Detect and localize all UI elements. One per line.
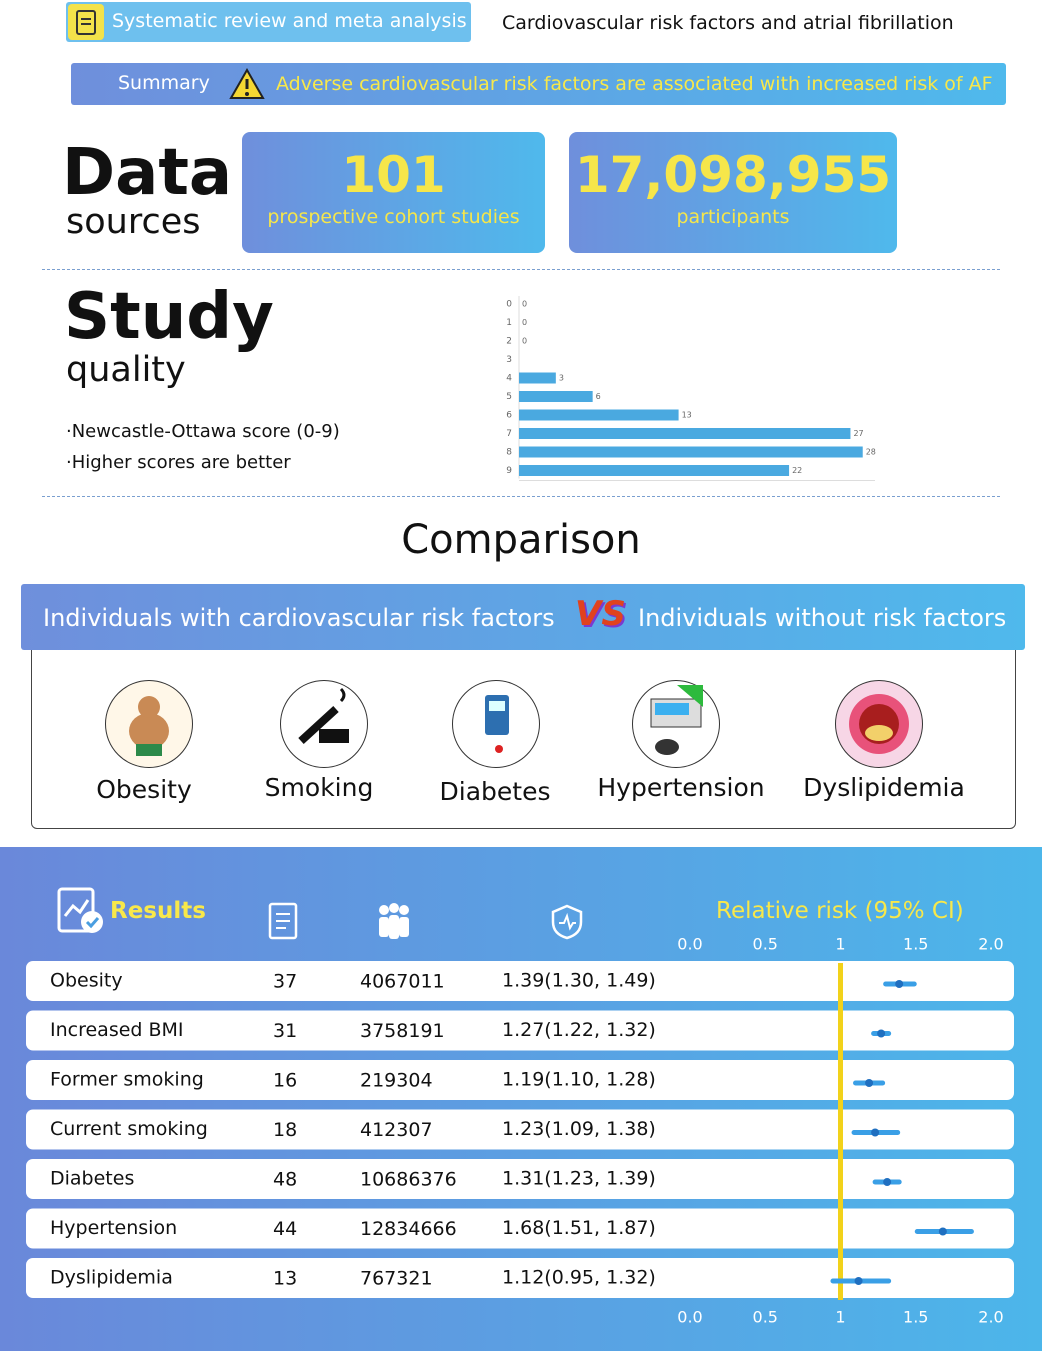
y-tick-label: 2 bbox=[506, 337, 512, 347]
data-subtitle: sources bbox=[66, 202, 201, 242]
data-title: Data bbox=[62, 136, 233, 210]
obesity-icon bbox=[105, 680, 193, 768]
summary-label: Summary bbox=[118, 72, 210, 94]
tag-icon bbox=[68, 4, 104, 40]
bar bbox=[519, 391, 593, 402]
smoking-icon bbox=[280, 680, 368, 768]
summary-text: Adverse cardiovascular risk factors are … bbox=[276, 73, 993, 95]
card-label: participants bbox=[676, 206, 790, 228]
card-value: 101 bbox=[341, 146, 446, 204]
tag-text: Systematic review and meta analysis bbox=[112, 10, 467, 32]
bar bbox=[519, 409, 679, 421]
tag-bg bbox=[66, 2, 471, 42]
y-tick-label: 7 bbox=[506, 429, 512, 439]
bar bbox=[519, 446, 863, 458]
note: ·Higher scores are better bbox=[66, 452, 291, 473]
comparison-left: Individuals with cardiovascular risk fac… bbox=[43, 604, 555, 632]
factor-label: Diabetes bbox=[439, 777, 551, 806]
quality-subtitle: quality bbox=[66, 350, 186, 390]
quality-title: Study bbox=[64, 280, 274, 354]
card: 101 prospective cohort studies bbox=[242, 132, 545, 253]
y-tick-label: 3 bbox=[506, 355, 512, 365]
value-label: 0 bbox=[522, 318, 527, 327]
bar bbox=[519, 465, 790, 476]
value-label: 13 bbox=[682, 411, 692, 420]
comparison-right: Individuals without risk factors bbox=[638, 604, 1007, 632]
risk-icon bbox=[551, 904, 583, 940]
summary-bar bbox=[71, 63, 1006, 105]
diabetes-icon bbox=[452, 680, 540, 768]
page-title: Cardiovascular risk factors and atrial f… bbox=[502, 12, 954, 34]
card-label: prospective cohort studies bbox=[267, 206, 520, 228]
card: 17,098,955 participants bbox=[569, 132, 897, 253]
y-tick-label: 9 bbox=[506, 466, 512, 476]
vs-logo: VS bbox=[575, 594, 626, 634]
y-tick-label: 4 bbox=[506, 374, 512, 384]
studies-icon bbox=[268, 902, 298, 940]
value-label: 22 bbox=[792, 466, 802, 475]
y-tick-label: 1 bbox=[506, 318, 512, 328]
value-label: 0 bbox=[522, 300, 527, 309]
participants-icon bbox=[379, 903, 409, 939]
factor-label: Obesity bbox=[96, 775, 192, 804]
y-tick-label: 5 bbox=[506, 392, 512, 402]
divider bbox=[42, 496, 1000, 497]
results-icon bbox=[57, 887, 103, 933]
note: ·Newcastle-Ottawa score (0-9) bbox=[66, 421, 340, 442]
value-label: 28 bbox=[866, 448, 876, 457]
results-title: Results bbox=[110, 898, 206, 924]
value-label: 6 bbox=[596, 392, 601, 401]
factor-label: Smoking bbox=[264, 773, 374, 802]
value-label: 3 bbox=[559, 374, 564, 383]
value-label: 0 bbox=[522, 337, 527, 346]
bar bbox=[519, 372, 556, 384]
warning-icon bbox=[229, 68, 265, 99]
y-tick-label: 0 bbox=[506, 300, 512, 310]
factor-label: Hypertension bbox=[597, 773, 765, 802]
bar bbox=[519, 428, 851, 439]
value-label: 27 bbox=[853, 429, 863, 438]
card-value: 17,098,955 bbox=[574, 146, 892, 204]
comparison-bar bbox=[21, 584, 1025, 650]
y-tick-label: 8 bbox=[506, 448, 512, 458]
divider bbox=[42, 269, 1000, 270]
factor-label: Dyslipidemia bbox=[803, 773, 965, 802]
axis-title: Relative risk (95% CI) bbox=[716, 898, 964, 924]
dyslipidemia-icon bbox=[835, 680, 923, 768]
comparison-title: Comparison bbox=[401, 517, 641, 563]
hypertension-icon bbox=[632, 680, 720, 768]
y-tick-label: 6 bbox=[506, 411, 512, 421]
